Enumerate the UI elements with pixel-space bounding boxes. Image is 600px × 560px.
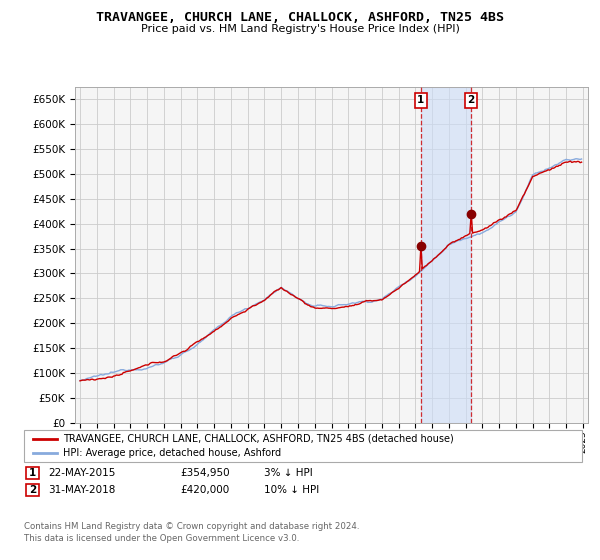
Text: Price paid vs. HM Land Registry's House Price Index (HPI): Price paid vs. HM Land Registry's House … xyxy=(140,24,460,34)
Text: 2: 2 xyxy=(467,95,475,105)
Text: £420,000: £420,000 xyxy=(180,485,229,495)
Text: 2: 2 xyxy=(29,485,36,495)
Text: 22-MAY-2015: 22-MAY-2015 xyxy=(48,468,115,478)
Text: 1: 1 xyxy=(29,468,36,478)
Text: 31-MAY-2018: 31-MAY-2018 xyxy=(48,485,115,495)
Text: TRAVANGEE, CHURCH LANE, CHALLOCK, ASHFORD, TN25 4BS (detached house): TRAVANGEE, CHURCH LANE, CHALLOCK, ASHFOR… xyxy=(63,433,454,444)
Text: HPI: Average price, detached house, Ashford: HPI: Average price, detached house, Ashf… xyxy=(63,448,281,458)
Text: 1: 1 xyxy=(417,95,425,105)
Text: £354,950: £354,950 xyxy=(180,468,230,478)
Text: Contains HM Land Registry data © Crown copyright and database right 2024.
This d: Contains HM Land Registry data © Crown c… xyxy=(24,522,359,543)
Bar xyxy=(421,87,471,423)
Text: 3% ↓ HPI: 3% ↓ HPI xyxy=(264,468,313,478)
Text: TRAVANGEE, CHURCH LANE, CHALLOCK, ASHFORD, TN25 4BS: TRAVANGEE, CHURCH LANE, CHALLOCK, ASHFOR… xyxy=(96,11,504,24)
Text: 10% ↓ HPI: 10% ↓ HPI xyxy=(264,485,319,495)
